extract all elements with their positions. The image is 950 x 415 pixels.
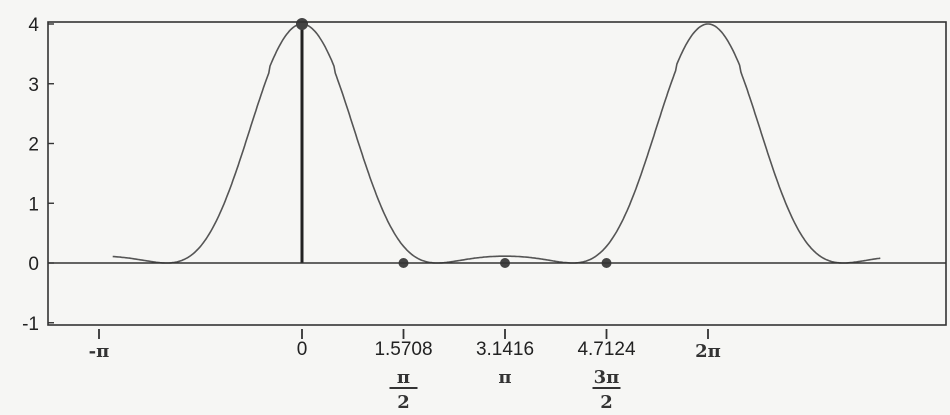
plot-frame xyxy=(47,21,947,326)
x-tick-handwritten-label: π xyxy=(498,367,511,388)
y-tick-label: 1 xyxy=(28,194,39,215)
x-tick-label: 4.7124 xyxy=(577,339,636,360)
y-tick-label: -1 xyxy=(22,314,39,335)
x-tick-handwritten-denominator: 2 xyxy=(397,392,410,413)
x-tick-handwritten-denominator: 2 xyxy=(600,392,613,413)
series-curve xyxy=(112,23,881,264)
x-tick-label: 0 xyxy=(297,339,308,360)
tick-labels: 4 3 2 1 0 -1 -π 0 1.5708 π 2 3.1416 π 4.7124 3π 2 2π xyxy=(22,15,721,413)
y-tick-label: 3 xyxy=(28,75,39,96)
axes xyxy=(47,21,947,339)
y-tick-label: 2 xyxy=(28,135,39,156)
x-tick-label: 1.5708 xyxy=(374,339,432,360)
y-tick-label: 0 xyxy=(28,254,39,275)
x-tick-handwritten-label: -π xyxy=(89,341,110,362)
x-tick-handwritten-numerator: π xyxy=(397,367,410,388)
x-tick-handwritten-label: 2π xyxy=(695,341,721,362)
x-tick-label: 3.1416 xyxy=(476,339,534,360)
data-point xyxy=(296,18,308,30)
y-tick-label: 4 xyxy=(28,15,39,36)
x-tick-handwritten-numerator: 3π xyxy=(594,367,620,388)
